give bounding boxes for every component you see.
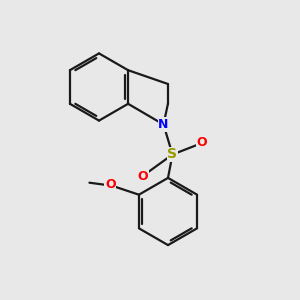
Text: N: N xyxy=(158,118,169,131)
Text: O: O xyxy=(138,170,148,183)
Text: S: S xyxy=(167,148,178,161)
Text: O: O xyxy=(105,178,116,191)
Text: O: O xyxy=(196,136,207,149)
